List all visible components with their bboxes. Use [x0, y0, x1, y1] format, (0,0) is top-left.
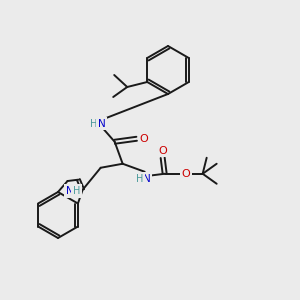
Text: N: N: [98, 119, 106, 129]
Text: N: N: [143, 174, 151, 184]
Text: O: O: [158, 146, 167, 156]
Text: O: O: [181, 169, 190, 179]
Text: O: O: [139, 134, 148, 144]
Text: N: N: [66, 186, 74, 196]
Text: H: H: [90, 119, 98, 129]
Text: H: H: [136, 174, 143, 184]
Text: H: H: [73, 186, 80, 196]
